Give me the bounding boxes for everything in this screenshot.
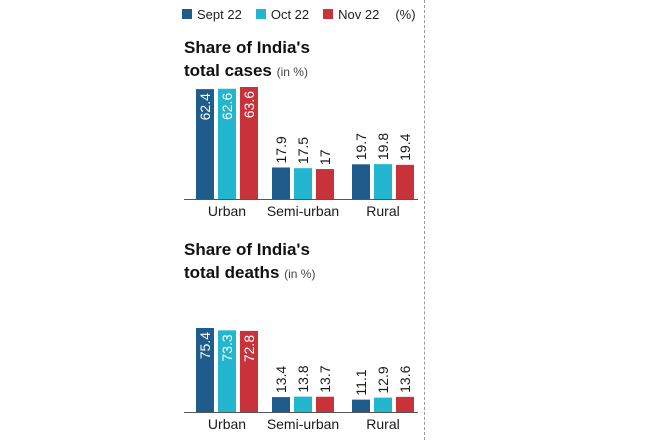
legend-label-nov: Nov 22 (338, 6, 380, 22)
bar-cases-rural-oct-22 (374, 164, 392, 199)
legend-swatch-oct (255, 9, 266, 19)
chart-title-deaths-line1: Share of India's (184, 240, 310, 259)
data-label-deaths-rural-nov-22: 13.6 (397, 365, 413, 392)
category-label-deaths-rural: Rural (366, 416, 399, 432)
legend-item-nov: Nov 22 (323, 7, 379, 22)
bar-deaths-urban-sept-22 (196, 328, 214, 412)
legend-swatch-sept (182, 9, 192, 19)
bar-cases-semi-urban-nov-22 (316, 169, 334, 199)
bar-cases-urban-nov-22 (240, 87, 258, 199)
data-label-cases-semi-urban-oct-22: 17.5 (295, 137, 311, 164)
divider (424, 0, 425, 440)
chart-title-deaths: Share of India's total deaths (in %) (184, 238, 315, 286)
data-label-cases-rural-oct-22: 19.8 (375, 133, 391, 160)
bar-cases-urban-sept-22 (196, 89, 214, 199)
data-label-cases-rural-nov-22: 19.4 (397, 133, 413, 160)
bar-deaths-semi-urban-nov-22 (316, 396, 334, 412)
chart-title-cases: Share of India's total cases (in %) (184, 36, 310, 84)
legend: Sept 22 Oct 22 Nov 22 (%) (182, 4, 416, 24)
chart-title-cases-line1: Share of India's (184, 38, 310, 57)
data-label-deaths-urban-nov-22: 72.8 (241, 335, 257, 362)
data-label-cases-urban-nov-22: 63.6 (241, 91, 257, 118)
bar-cases-urban-oct-22 (218, 88, 236, 199)
category-label-cases-urban: Urban (208, 203, 246, 219)
bar-cases-rural-nov-22 (396, 164, 414, 199)
chart-title-cases-unit: (in %) (276, 65, 308, 79)
data-label-cases-semi-urban-nov-22: 17 (317, 149, 333, 165)
bar-deaths-rural-sept-22 (352, 399, 370, 412)
bar-deaths-urban-oct-22 (218, 330, 236, 412)
legend-swatch-nov (323, 9, 334, 19)
category-label-cases-semi-urban: Semi-urban (267, 203, 339, 219)
bar-deaths-semi-urban-oct-22 (294, 396, 312, 412)
bar-deaths-semi-urban-sept-22 (272, 397, 290, 412)
bar-deaths-rural-oct-22 (374, 397, 392, 412)
data-label-deaths-urban-oct-22: 73.3 (219, 334, 235, 361)
category-label-cases-rural: Rural (366, 203, 399, 219)
bar-cases-rural-sept-22 (352, 164, 370, 199)
legend-label-sept: Sept 22 (197, 6, 242, 22)
data-label-cases-rural-sept-22: 19.7 (353, 133, 369, 160)
category-label-deaths-semi-urban: Semi-urban (267, 416, 339, 432)
bar-cases-semi-urban-sept-22 (272, 167, 290, 199)
chart-title-cases-line2-wrap: total cases (in %) (184, 59, 310, 84)
legend-item-oct: Oct 22 (255, 6, 310, 22)
bar-deaths-urban-nov-22 (240, 330, 258, 412)
chart-title-deaths-unit: (in %) (284, 267, 316, 281)
data-label-cases-semi-urban-sept-22: 17.9 (273, 136, 289, 163)
data-label-deaths-rural-oct-22: 12.9 (375, 366, 391, 393)
bar-cases-semi-urban-oct-22 (294, 168, 312, 199)
bar-deaths-rural-nov-22 (396, 396, 414, 412)
data-label-deaths-semi-urban-oct-22: 13.8 (295, 365, 311, 392)
chart-title-cases-line2: total cases (184, 61, 272, 80)
chart-title-deaths-line2-wrap: total deaths (in %) (184, 261, 315, 286)
legend-label-oct: Oct 22 (270, 6, 310, 22)
data-label-deaths-semi-urban-sept-22: 13.4 (273, 366, 289, 393)
legend-unit: (%) (395, 6, 416, 22)
chart-title-deaths-line2: total deaths (184, 263, 280, 282)
data-label-cases-urban-oct-22: 62.6 (219, 93, 235, 120)
data-label-deaths-semi-urban-nov-22: 13.7 (317, 365, 333, 392)
data-label-cases-urban-sept-22: 62.4 (197, 93, 213, 120)
category-label-deaths-urban: Urban (208, 416, 246, 432)
data-label-deaths-urban-sept-22: 75.4 (197, 332, 213, 359)
data-label-deaths-rural-sept-22: 11.1 (353, 369, 369, 395)
legend-item-sept: Sept 22 (182, 7, 242, 22)
